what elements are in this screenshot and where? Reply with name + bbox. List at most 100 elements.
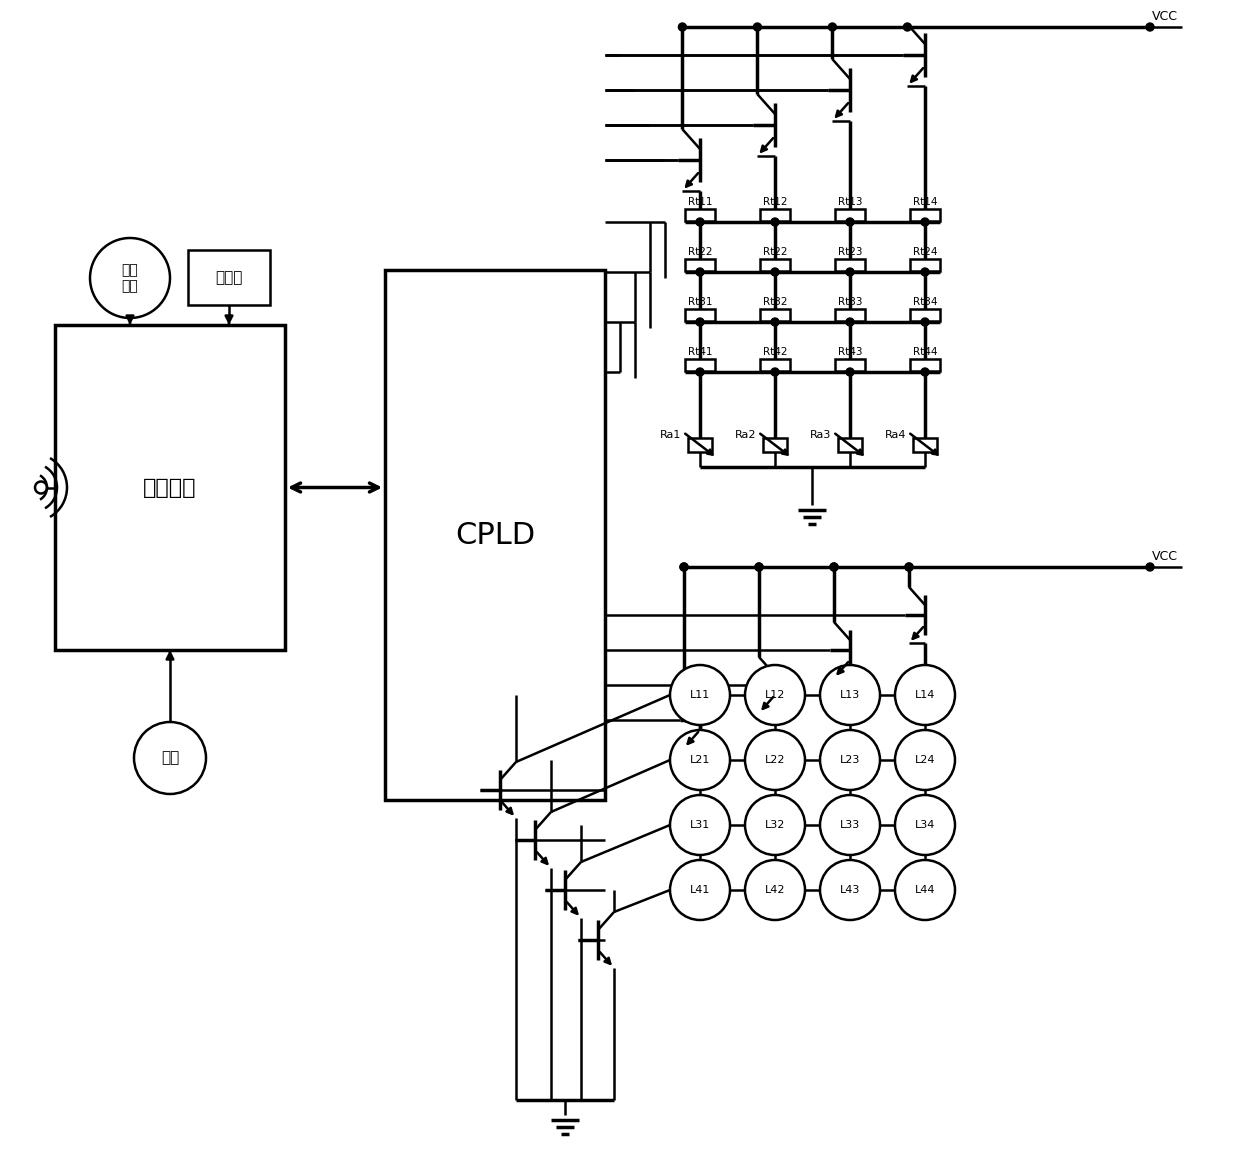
Text: VCC: VCC	[1152, 11, 1178, 24]
Circle shape	[35, 482, 47, 493]
Circle shape	[755, 563, 763, 571]
Circle shape	[696, 219, 704, 226]
Circle shape	[820, 665, 880, 725]
Text: L44: L44	[915, 885, 935, 895]
Circle shape	[670, 665, 730, 725]
Bar	[684, 360, 715, 371]
Circle shape	[921, 219, 929, 226]
Text: Ra1: Ra1	[660, 430, 681, 439]
Text: 数码管: 数码管	[216, 270, 243, 286]
Bar	[760, 360, 790, 371]
Bar	[910, 258, 940, 271]
Circle shape	[921, 318, 929, 325]
Circle shape	[771, 268, 779, 276]
Circle shape	[745, 730, 805, 790]
Circle shape	[771, 318, 779, 325]
Circle shape	[846, 368, 854, 376]
Circle shape	[895, 665, 955, 725]
Circle shape	[754, 24, 761, 31]
Text: VCC: VCC	[1152, 550, 1178, 563]
Text: Rt23: Rt23	[838, 247, 862, 257]
Bar	[55, 325, 285, 650]
Text: L24: L24	[915, 756, 935, 765]
Circle shape	[830, 563, 838, 571]
Circle shape	[905, 563, 913, 571]
Bar	[910, 209, 940, 221]
Text: Rt31: Rt31	[688, 297, 712, 307]
Circle shape	[755, 563, 763, 571]
Text: Rt24: Rt24	[913, 247, 937, 257]
Text: Rt13: Rt13	[838, 197, 862, 207]
Text: Rt34: Rt34	[913, 297, 937, 307]
Circle shape	[921, 268, 929, 276]
Text: 总指
示灯: 总指 示灯	[122, 263, 139, 293]
Text: L43: L43	[839, 885, 861, 895]
Circle shape	[895, 860, 955, 920]
Text: Rt22: Rt22	[763, 247, 787, 257]
Text: L42: L42	[765, 885, 785, 895]
Circle shape	[905, 563, 913, 571]
Circle shape	[134, 721, 206, 794]
Text: L23: L23	[839, 756, 861, 765]
Text: L34: L34	[915, 820, 935, 830]
Bar	[384, 270, 605, 800]
Circle shape	[828, 24, 837, 31]
Text: L22: L22	[765, 756, 785, 765]
Text: L14: L14	[915, 690, 935, 700]
Circle shape	[680, 563, 688, 571]
Circle shape	[670, 860, 730, 920]
Text: L41: L41	[689, 885, 711, 895]
Circle shape	[670, 795, 730, 855]
Bar	[910, 309, 940, 321]
Circle shape	[678, 24, 687, 31]
Circle shape	[895, 730, 955, 790]
Circle shape	[696, 368, 704, 376]
Circle shape	[771, 219, 779, 226]
Bar	[188, 250, 270, 306]
Circle shape	[820, 860, 880, 920]
Circle shape	[696, 318, 704, 325]
Text: L21: L21	[689, 756, 711, 765]
Circle shape	[745, 860, 805, 920]
Circle shape	[1146, 24, 1154, 31]
Circle shape	[846, 268, 854, 276]
Text: Rt32: Rt32	[763, 297, 787, 307]
Text: Rt22: Rt22	[688, 247, 712, 257]
Text: Ra4: Ra4	[884, 430, 906, 439]
Bar	[760, 258, 790, 271]
Bar	[835, 360, 866, 371]
Text: L31: L31	[689, 820, 711, 830]
Circle shape	[846, 318, 854, 325]
Bar	[763, 438, 787, 452]
Text: Rt42: Rt42	[763, 347, 787, 357]
Circle shape	[830, 563, 838, 571]
Circle shape	[680, 563, 688, 571]
Text: 无线节点: 无线节点	[144, 477, 197, 497]
Bar	[760, 309, 790, 321]
Circle shape	[745, 795, 805, 855]
Circle shape	[846, 219, 854, 226]
Bar	[684, 309, 715, 321]
Text: L32: L32	[765, 820, 785, 830]
Bar	[684, 258, 715, 271]
Circle shape	[895, 795, 955, 855]
Text: L11: L11	[689, 690, 711, 700]
Circle shape	[696, 268, 704, 276]
Text: Ra2: Ra2	[734, 430, 756, 439]
Text: Ra3: Ra3	[810, 430, 831, 439]
Text: Rt11: Rt11	[688, 197, 712, 207]
Text: CPLD: CPLD	[455, 521, 536, 550]
Text: Rt41: Rt41	[688, 347, 712, 357]
Text: Rt33: Rt33	[838, 297, 862, 307]
Circle shape	[904, 24, 911, 31]
Text: L12: L12	[765, 690, 785, 700]
Circle shape	[820, 795, 880, 855]
Bar	[838, 438, 862, 452]
Circle shape	[1146, 563, 1154, 571]
Circle shape	[670, 730, 730, 790]
Bar	[760, 209, 790, 221]
Circle shape	[745, 665, 805, 725]
Text: L33: L33	[839, 820, 861, 830]
Bar	[910, 360, 940, 371]
Bar	[688, 438, 712, 452]
